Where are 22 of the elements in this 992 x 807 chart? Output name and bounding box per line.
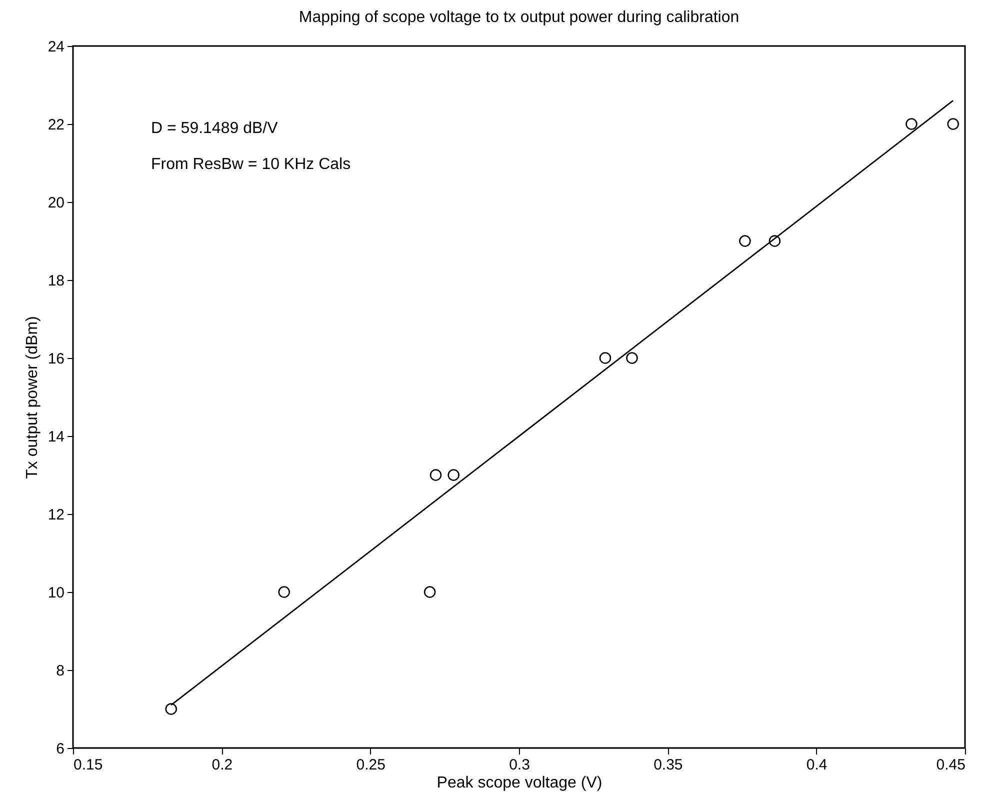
x-tick-label: 0.25 [356,756,386,774]
x-axis-title: Peak scope voltage (V) [436,774,602,792]
x-tick-label: 0.35 [654,756,683,774]
x-tick-label: 0.4 [806,756,828,774]
y-tick-label: 8 [56,662,64,680]
y-tick-label: 16 [48,350,64,368]
y-tick-label: 24 [48,38,64,56]
x-tick-label: 0.15 [74,756,103,774]
x-tick-label: 0.2 [212,756,233,774]
y-tick-label: 12 [48,506,64,524]
y-tick-label: 10 [48,584,64,602]
chart-title: Mapping of scope voltage to tx output power during calibration [298,9,740,26]
y-tick-label: 14 [48,428,64,446]
y-tick-label: 18 [48,272,64,290]
annotation: D = 59.1489 dB/V [151,120,278,137]
y-axis-title: Tx output power (dBm) [24,316,41,479]
y-tick-label: 6 [56,740,64,758]
x-tick-label: 0.3 [509,756,530,774]
annotation: From ResBw = 10 KHz Cals [151,156,351,173]
y-tick-label: 22 [48,116,64,134]
x-tick-label: 0.45 [936,756,966,774]
y-tick-label: 20 [48,194,64,212]
